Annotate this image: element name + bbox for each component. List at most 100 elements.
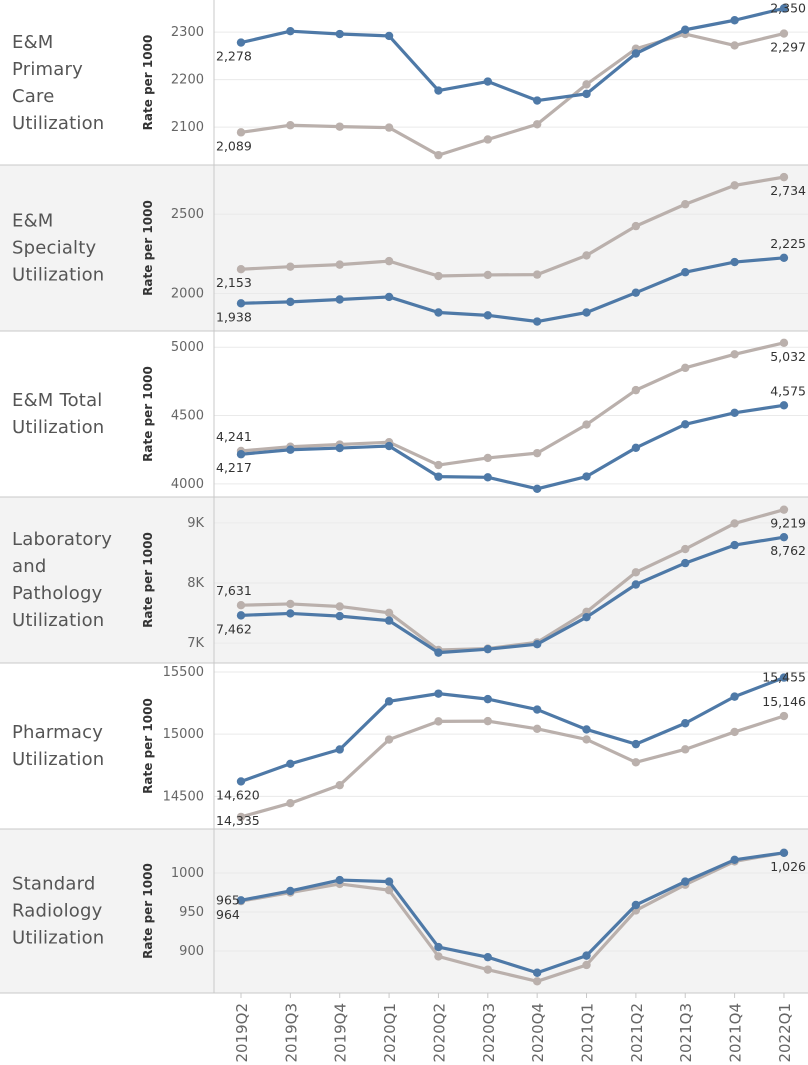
data-point (236, 128, 246, 137)
data-point (335, 295, 344, 304)
data-point (730, 855, 739, 865)
series-line-blue (240, 256, 785, 324)
data-point (483, 694, 492, 704)
data-point (384, 735, 394, 744)
data-point (779, 505, 789, 514)
panel-title: E&M Total Utilization (12, 390, 105, 438)
data-label: 15,455 (762, 670, 806, 685)
data-point (384, 123, 394, 132)
data-point (631, 900, 641, 910)
data-point (730, 350, 739, 359)
data-label: 5,032 (770, 349, 806, 364)
data-point (532, 270, 542, 279)
panel-title: E&M Primary Care Utilization (12, 31, 105, 134)
data-point (236, 38, 246, 47)
data-point (730, 257, 739, 267)
data-point (631, 49, 641, 58)
series-line-gray (240, 851, 785, 983)
y-tick-label: 2200 (171, 73, 204, 88)
data-point (631, 221, 641, 231)
data-point (286, 262, 295, 271)
data-label: 965 (216, 892, 240, 907)
data-label: 7,462 (216, 621, 252, 636)
data-label: 2,153 (216, 275, 252, 290)
x-tick-label: 2021Q3 (677, 1003, 695, 1063)
data-point (681, 268, 690, 277)
y-axis-label: Rate per 1000 (141, 698, 155, 794)
data-point (236, 299, 246, 308)
data-label: 2,225 (770, 236, 806, 251)
data-point (434, 150, 443, 160)
data-point (335, 745, 344, 754)
series-line-gray (240, 714, 785, 819)
data-label: 2,734 (770, 183, 806, 198)
data-point (582, 951, 591, 960)
data-point (434, 952, 443, 961)
data-point (236, 450, 246, 459)
y-tick-label: 2500 (171, 207, 204, 222)
x-tick-label: 2020Q4 (529, 1003, 547, 1063)
x-tick-label: 2021Q1 (579, 1003, 597, 1063)
x-tick-label: 2019Q3 (282, 1003, 300, 1063)
data-point (483, 311, 492, 320)
data-label: 7,631 (216, 583, 252, 598)
y-tick-label: 15500 (163, 665, 204, 680)
data-point (483, 135, 492, 144)
data-point (335, 780, 344, 790)
y-tick-label: 2300 (171, 25, 204, 40)
data-point (483, 77, 492, 86)
data-point (730, 519, 739, 528)
data-point (631, 385, 641, 395)
y-tick-label: 15000 (163, 727, 204, 742)
data-point (582, 960, 591, 970)
x-tick-label: 2019Q2 (233, 1003, 251, 1063)
data-point (532, 317, 542, 326)
y-axis-label: Rate per 1000 (141, 366, 155, 462)
data-point (434, 308, 443, 317)
panel-4: 7K 8K 9K Rate per 1000 7,631 9,219 7,462 8,762 (141, 505, 808, 657)
series-line-gray (240, 31, 785, 157)
data-point (582, 308, 591, 317)
data-point (582, 725, 591, 734)
y-tick-label: 1000 (171, 866, 204, 881)
data-point (681, 558, 690, 568)
data-point (286, 26, 295, 36)
data-point (681, 719, 690, 728)
data-point (582, 251, 591, 260)
data-point (779, 253, 789, 263)
data-point (582, 735, 591, 744)
data-point (779, 401, 789, 410)
data-point (730, 540, 739, 550)
data-point (286, 886, 295, 896)
data-label: 15,146 (762, 694, 806, 709)
data-point (730, 692, 739, 701)
data-point (631, 288, 641, 297)
data-point (582, 420, 591, 429)
panel-2: 2000 2500 Rate per 1000 2,153 2,734 1,938 2,22… (141, 172, 808, 326)
series-line-blue (240, 535, 785, 655)
data-point (335, 875, 344, 885)
data-point (631, 739, 641, 749)
panel-title: Pharmacy Utilization (12, 722, 105, 770)
data-label: 1,938 (216, 309, 252, 324)
data-point (681, 363, 690, 373)
data-point (532, 977, 542, 986)
panel-title: Standard Radiology Utilization (12, 873, 105, 949)
data-point (681, 420, 690, 429)
data-point (335, 260, 344, 269)
y-tick-label: 950 (179, 905, 204, 920)
data-point (730, 16, 739, 25)
data-point (532, 120, 542, 129)
data-point (779, 338, 789, 348)
data-point (730, 408, 739, 418)
panel-6: 900 950 1000 Rate per 1000 964 1,026 965 (141, 848, 808, 986)
data-point (286, 297, 295, 307)
data-point (779, 848, 789, 857)
y-tick-label: 2000 (171, 286, 204, 301)
panel-title: E&M Specialty Utilization (12, 210, 105, 286)
panel-3: 4000 4500 5000 Rate per 1000 4,241 5,032 4,217… (141, 338, 808, 494)
data-point (434, 689, 443, 698)
data-label: 4,217 (216, 460, 252, 475)
panel-title: Laboratory and Pathology Utilization (12, 529, 113, 631)
data-point (681, 745, 690, 754)
